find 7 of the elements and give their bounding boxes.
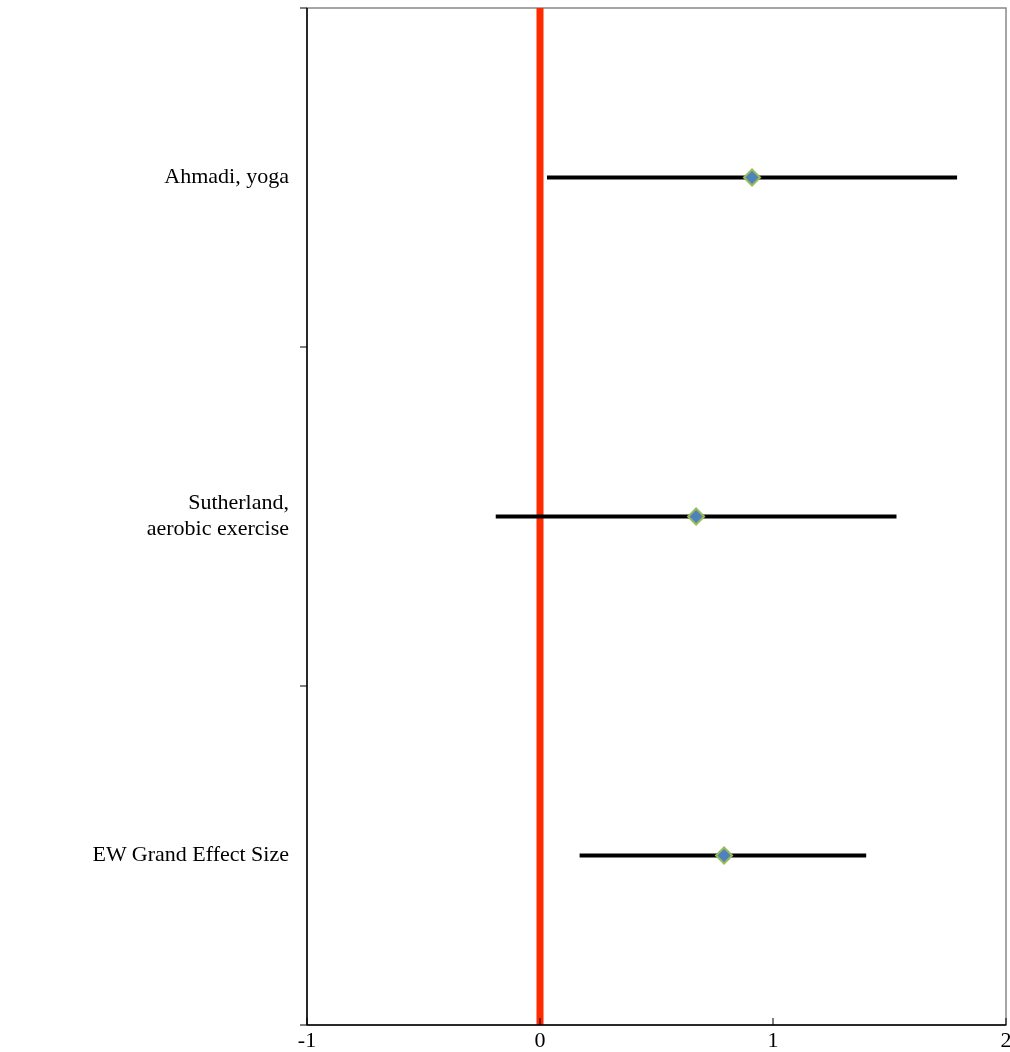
y-tick-label: Ahmadi, yoga <box>164 162 290 188</box>
x-tick-label: 0 <box>534 1027 546 1052</box>
x-tick-label: -1 <box>297 1027 317 1052</box>
x-tick-label: 2 <box>1000 1027 1010 1052</box>
y-tick-label: Sutherland, aerobic exercise <box>146 488 289 540</box>
x-tick-label: 1 <box>767 1027 779 1052</box>
y-tick-label: EW Grand Effect Size <box>92 840 289 866</box>
